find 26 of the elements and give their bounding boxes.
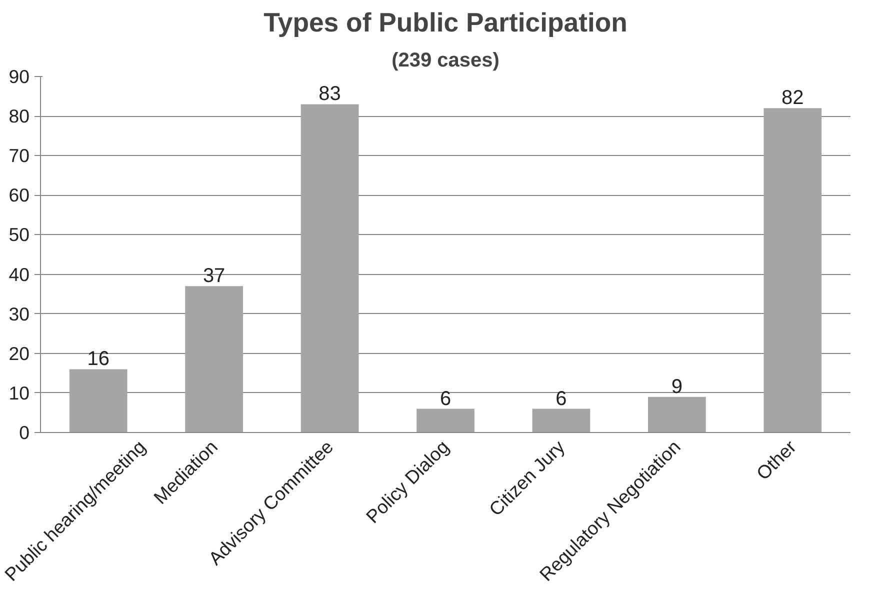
bar: [300, 104, 359, 432]
y-tick-label: 0: [19, 422, 30, 443]
data-label: 9: [671, 376, 682, 398]
bar: [764, 108, 822, 432]
y-tick-label: 20: [8, 342, 30, 364]
data-label: 6: [556, 388, 567, 410]
bar: [185, 286, 243, 432]
y-tick-label: 30: [8, 303, 30, 324]
y-tick-label: 60: [8, 184, 30, 206]
y-tick-label: 40: [8, 264, 30, 285]
y-tick-label: 70: [8, 145, 30, 166]
chart-subtitle: (239 cases): [392, 50, 500, 72]
data-label: 6: [440, 388, 452, 410]
y-tick-label: 80: [8, 106, 30, 127]
y-tick-label: 10: [8, 382, 30, 404]
bar: [648, 396, 706, 432]
bar: [416, 408, 474, 432]
data-label: 83: [318, 83, 341, 106]
chart-title: Types of Public Participation: [264, 8, 628, 38]
y-tick-label: 50: [8, 224, 30, 246]
bar: [69, 369, 128, 432]
data-label: 82: [782, 87, 804, 110]
y-tick-label: 90: [8, 66, 30, 87]
data-label: 16: [87, 348, 110, 370]
data-label: 37: [202, 265, 226, 288]
bar: [532, 408, 590, 432]
